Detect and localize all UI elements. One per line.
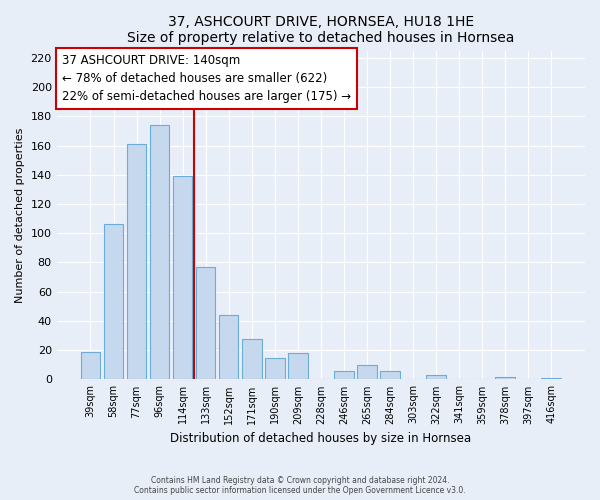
Bar xyxy=(127,144,146,380)
Bar xyxy=(242,338,262,380)
Text: 37 ASHCOURT DRIVE: 140sqm
← 78% of detached houses are smaller (622)
22% of semi: 37 ASHCOURT DRIVE: 140sqm ← 78% of detac… xyxy=(62,54,351,103)
Bar xyxy=(541,378,561,380)
Text: Contains HM Land Registry data © Crown copyright and database right 2024.
Contai: Contains HM Land Registry data © Crown c… xyxy=(134,476,466,495)
Bar xyxy=(196,267,215,380)
Bar xyxy=(426,375,446,380)
Bar xyxy=(334,370,353,380)
Bar xyxy=(80,352,100,380)
Bar xyxy=(288,353,308,380)
Bar xyxy=(219,315,238,380)
Bar xyxy=(104,224,123,380)
Bar xyxy=(496,376,515,380)
Title: 37, ASHCOURT DRIVE, HORNSEA, HU18 1HE
Size of property relative to detached hous: 37, ASHCOURT DRIVE, HORNSEA, HU18 1HE Si… xyxy=(127,15,515,45)
Bar xyxy=(265,358,284,380)
Bar xyxy=(357,365,377,380)
X-axis label: Distribution of detached houses by size in Hornsea: Distribution of detached houses by size … xyxy=(170,432,472,445)
Bar xyxy=(173,176,193,380)
Bar xyxy=(380,370,400,380)
Y-axis label: Number of detached properties: Number of detached properties xyxy=(15,128,25,302)
Bar xyxy=(150,125,169,380)
